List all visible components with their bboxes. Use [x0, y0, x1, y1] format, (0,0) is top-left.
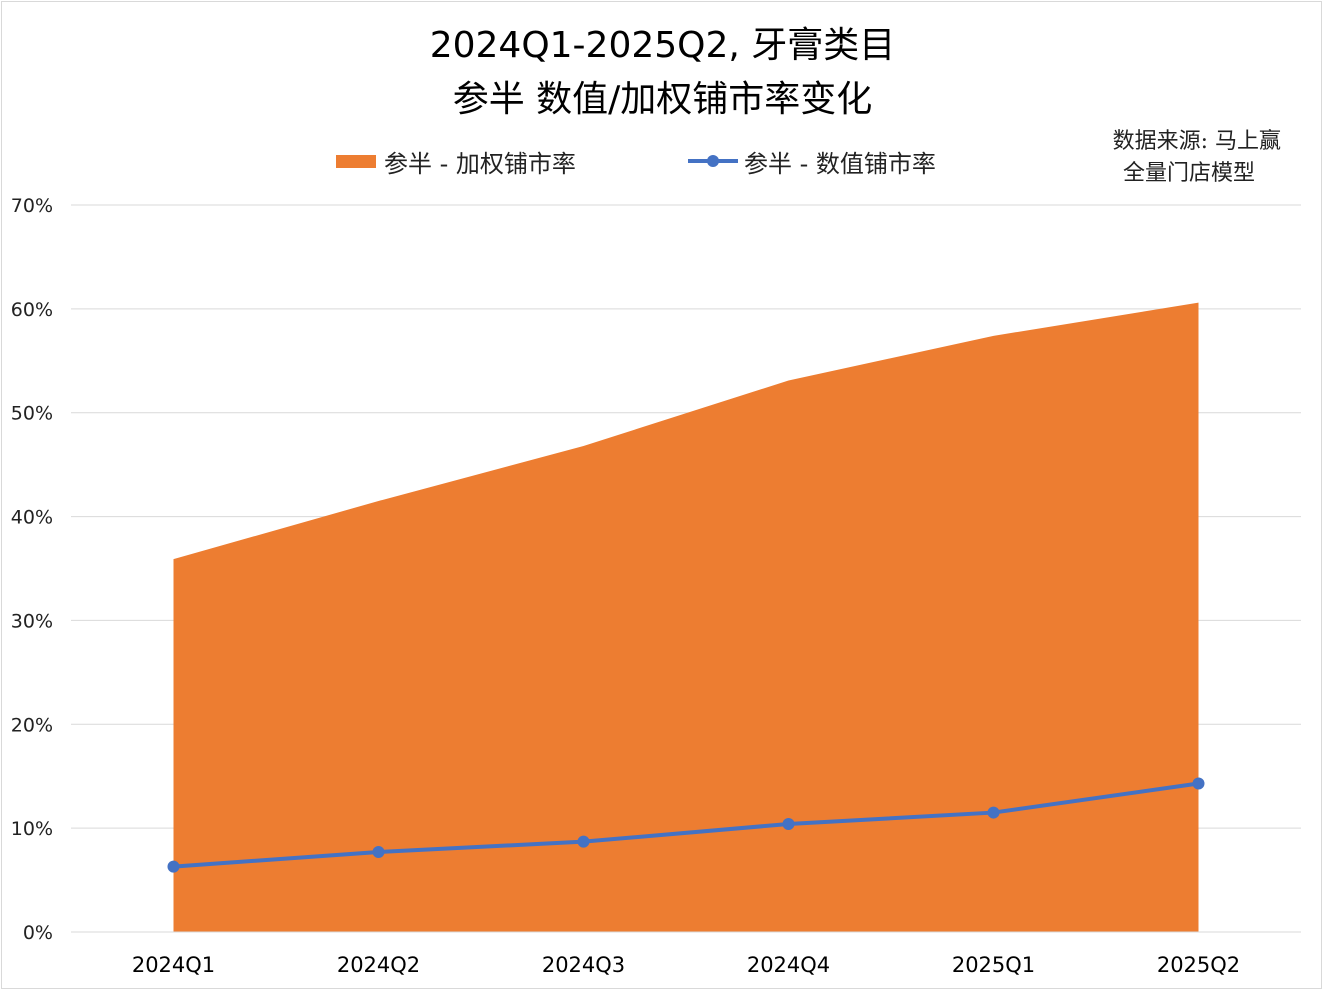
- source-note-model: 全量门店模型: [1122, 161, 1255, 186]
- y-tick-label: 10%: [11, 818, 53, 840]
- x-tick-label: 2024Q2: [337, 953, 420, 977]
- y-tick-label: 30%: [11, 610, 53, 632]
- legend-swatch-line: [688, 154, 738, 168]
- chart-title: 2024Q1-2025Q2, 牙膏类目: [429, 25, 896, 66]
- line-point: [167, 860, 180, 873]
- x-tick-label: 2024Q1: [132, 953, 215, 977]
- source-note: 数据来源: 马上赢: [1112, 129, 1281, 154]
- x-tick-label: 2025Q2: [1157, 953, 1240, 977]
- x-tick-label: 2024Q4: [747, 953, 830, 977]
- legend-label-numeric: 参半 - 数值铺市率: [744, 149, 936, 178]
- y-tick-label: 40%: [11, 507, 53, 529]
- legend-item-weighted: 参半 - 加权铺市率: [336, 146, 576, 178]
- line-point: [372, 846, 385, 859]
- legend-label-weighted: 参半 - 加权铺市率: [384, 149, 576, 178]
- line-series-numeric: [173, 781, 1199, 869]
- y-tick-label: 60%: [11, 299, 53, 321]
- line-point: [1192, 777, 1205, 790]
- area-series-weighted: [173, 302, 1199, 932]
- legend-swatch-area: [336, 154, 376, 168]
- y-tick-label: 50%: [11, 403, 53, 425]
- y-tick-label: 20%: [11, 714, 53, 736]
- line-point: [782, 817, 795, 830]
- legend-item-numeric: 参半 - 数值铺市率: [688, 146, 936, 178]
- line-point: [577, 835, 590, 848]
- y-tick-label: 70%: [11, 195, 53, 217]
- chart-subtitle: 参半 数值/加权铺市率变化: [452, 79, 873, 120]
- x-tick-label: 2024Q3: [542, 953, 625, 977]
- y-tick-label: 0%: [23, 922, 53, 944]
- line-point: [987, 806, 1000, 819]
- x-tick-label: 2025Q1: [952, 953, 1035, 977]
